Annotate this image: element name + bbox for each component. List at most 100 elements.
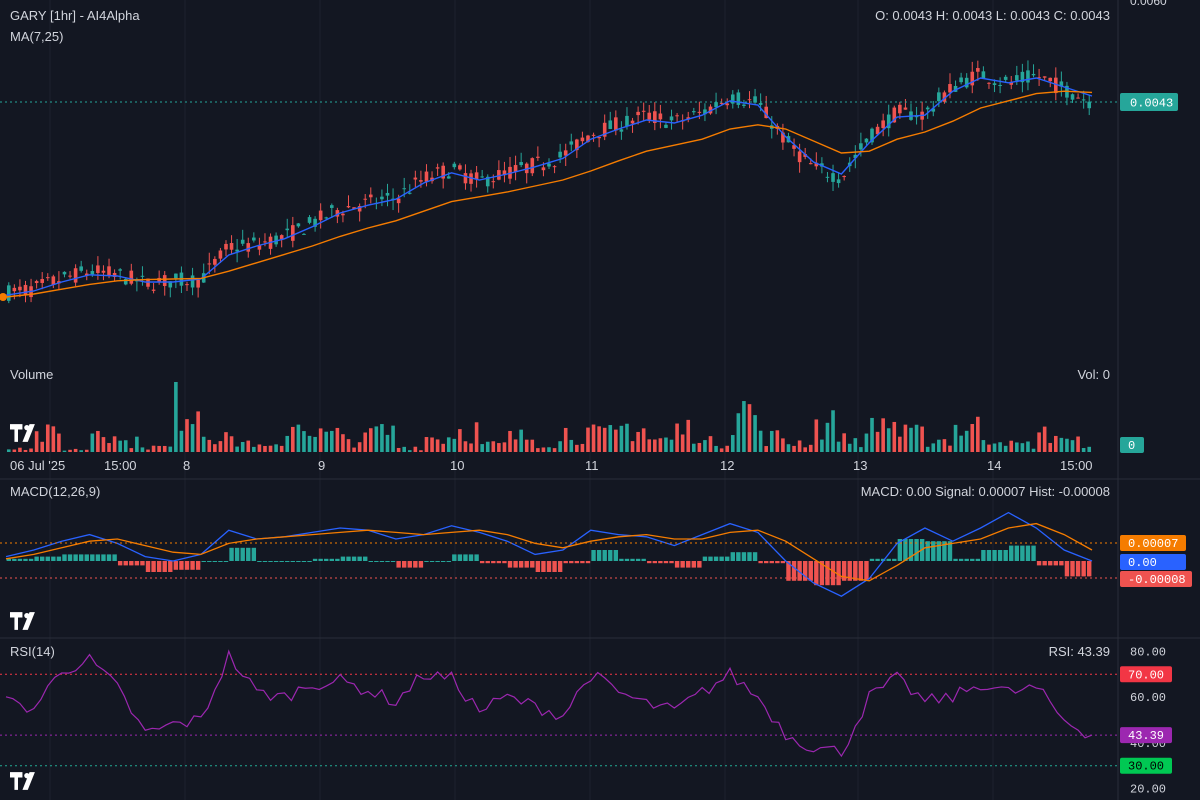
candle-body [513,165,518,172]
tradingview-logo-icon [10,612,35,630]
candle-body [318,210,323,221]
candle-body [330,205,334,208]
volume-bar [385,434,390,452]
candle-body [90,271,95,275]
macd-histogram-bar [1020,545,1025,561]
axis-badges: 0.0043 0 0.00007 0.00 -0.00008 70.00 43.39 30.0… [1120,93,1192,774]
macd-histogram-bar [207,561,212,562]
candle-body [1015,75,1019,81]
volume-bar [57,433,61,452]
x-tick-label: 12 [720,458,734,473]
candle-body [45,277,50,279]
volume-bar [274,444,278,452]
candle-body [703,109,707,115]
x-tick-label: 15:00 [104,458,137,473]
candle-body [808,163,813,165]
macd-histogram-bar [658,561,663,564]
volume-bar [352,447,356,452]
candle-body [964,77,969,88]
macd-histogram-bar [886,558,891,561]
macd-histogram-bar [296,561,301,562]
volume-bar [875,431,880,452]
volume-bar [268,445,273,452]
macd-histogram-bar [1025,545,1031,561]
volume-bar [608,425,613,452]
candle-body [742,104,746,106]
candle-body [747,99,752,101]
volume-bar [101,437,106,452]
ma-indicator-label: MA(7,25) [10,29,64,44]
macd-histogram-bar [507,561,513,568]
macd-histogram-bar [140,561,145,566]
volume-bar [357,442,362,452]
volume-bar [252,446,256,452]
candle-body [151,289,156,291]
volume-bar [246,440,251,452]
macd-histogram-bar [574,561,580,564]
volume-bar [730,435,735,452]
macd-histogram-bar [117,561,123,566]
macd-histogram-bar [669,561,674,564]
macd-histogram-bar [546,561,552,572]
macd-histogram-bar [691,561,696,568]
candle-body [675,115,679,117]
candle-body [196,279,200,288]
macd-histogram-bar [335,558,340,561]
volume-bar [803,447,807,452]
macd-histogram-bar [479,561,485,564]
candle-body [1059,81,1064,87]
macd-histogram-bar [697,561,702,568]
candle-body [107,266,111,276]
macd-histogram-bar [318,558,323,561]
macd-histogram-bar [424,561,429,562]
candle-body [647,112,652,120]
volume-bar [769,430,774,452]
volume-bar [1070,440,1075,452]
volume-bar [981,440,986,452]
volume-bar [129,448,134,452]
volume-bar [680,434,685,452]
candle-body [502,170,507,176]
macd-histogram-bar [580,561,585,564]
macd-histogram-bar [6,558,11,561]
volume-bar [569,439,574,452]
macd-histogram-bar [814,561,819,586]
volume-bar [1003,445,1008,452]
macd-histogram-bar [84,554,89,561]
candle-body [480,176,484,178]
macd-histogram-bar [758,561,763,564]
price-candles [0,60,1118,304]
candle-body [602,122,607,137]
macd-histogram-bar [1075,561,1081,577]
volume-bar [452,438,457,452]
candle-body [218,250,223,259]
macd-histogram-bar [530,561,535,568]
candle-body [669,116,674,121]
candle-body [346,206,351,208]
macd-histogram-bar [452,554,457,561]
macd-histogram-bar [385,561,390,562]
candle-body [697,111,702,113]
volume-bar [708,436,713,452]
macd-histogram-bar [106,554,112,561]
volume-bar [435,439,440,452]
candle-body [424,171,429,182]
candle-body [1020,71,1025,83]
macd-histogram-bar [357,556,362,561]
x-tick-label: 9 [318,458,325,473]
volume-bar [235,446,239,452]
candle-body [836,179,841,184]
macd-histogram-bar [262,561,268,562]
candle-body [1081,99,1086,101]
volume-readout: Vol: 0 [1077,367,1110,382]
candle-body [18,286,22,291]
macd-histogram-bar [641,558,646,561]
candle-body [898,104,902,114]
candle-body [213,258,217,265]
x-tick-label: 11 [585,458,599,473]
volume-bar [474,422,479,452]
candle-body [831,173,835,182]
macd-histogram-bar [179,561,184,570]
volume-bar [942,439,947,452]
